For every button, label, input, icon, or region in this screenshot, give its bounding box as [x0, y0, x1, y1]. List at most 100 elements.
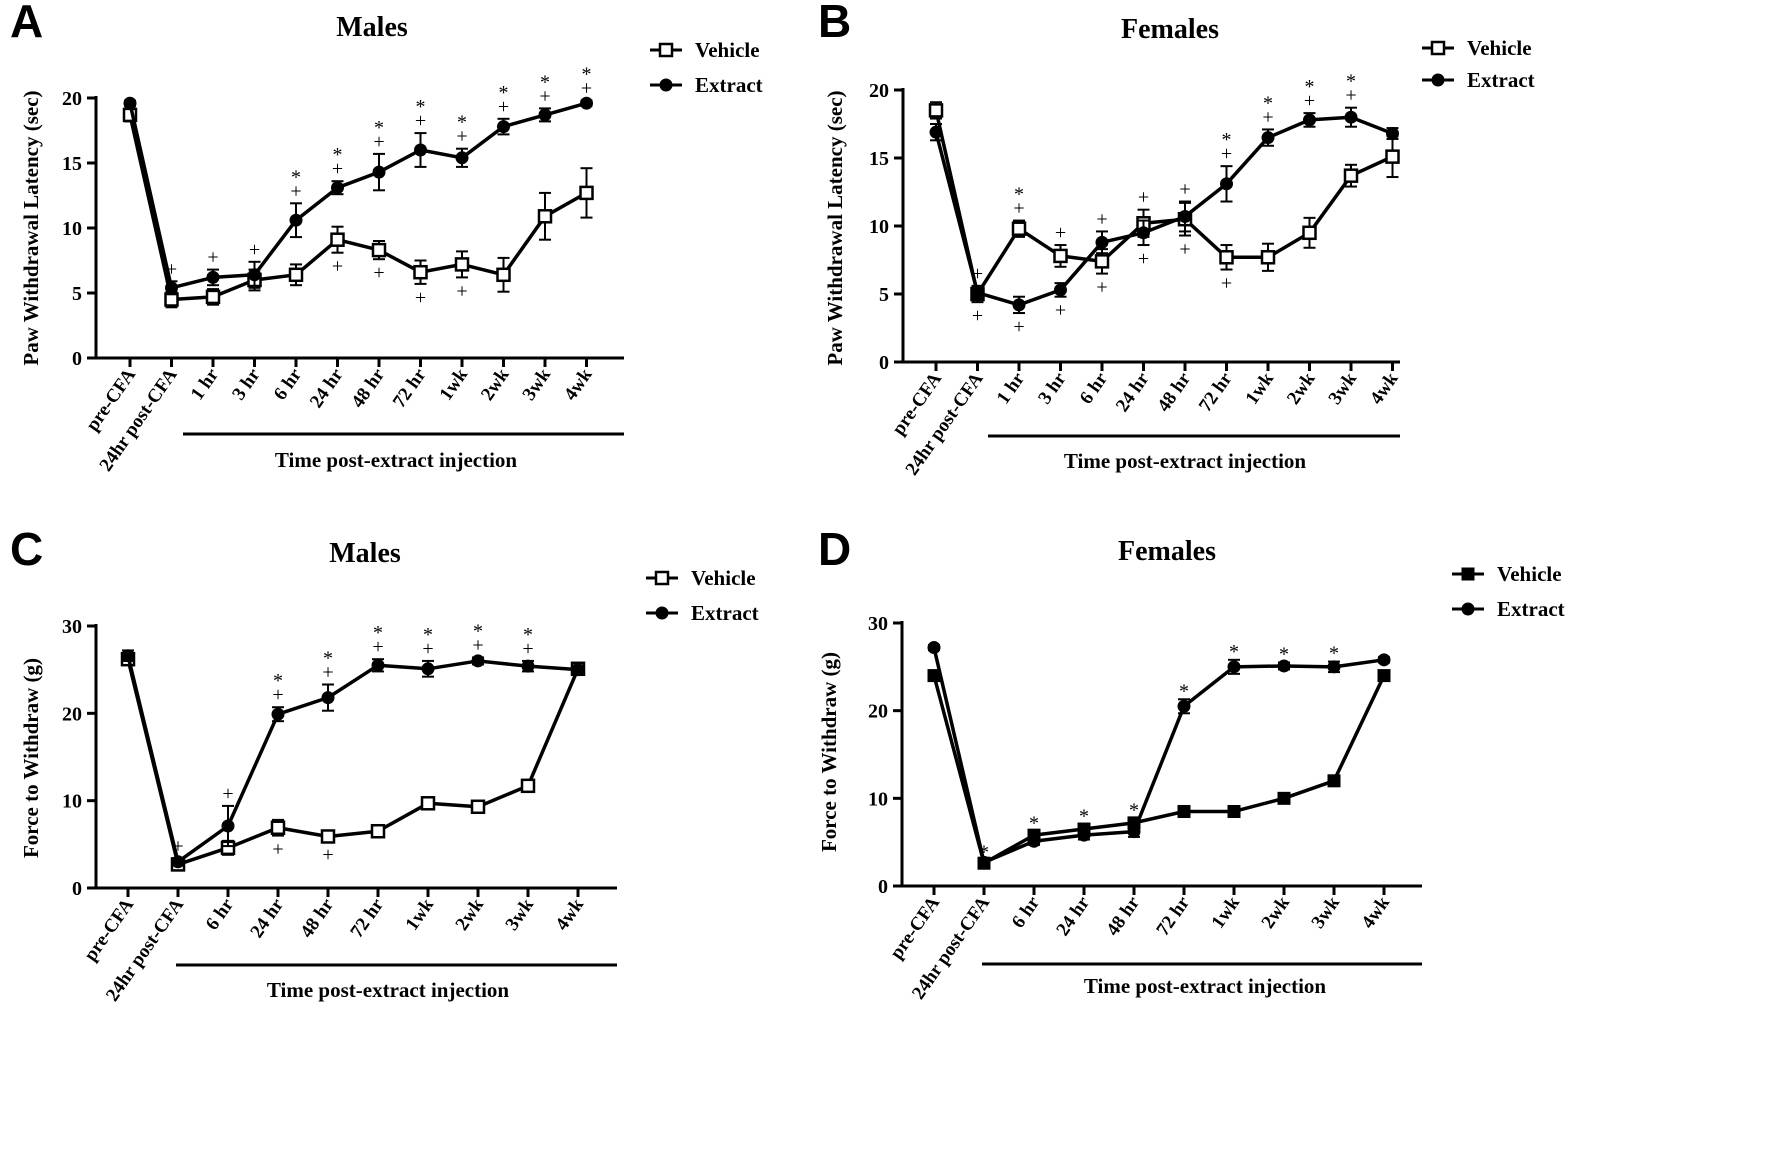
x-tick-label: 2wk: [452, 894, 489, 934]
data-point: [927, 641, 941, 655]
x-tick-label: 1 hr: [993, 368, 1030, 408]
significance-star: *: [1222, 129, 1232, 151]
panel-b: B Females 0 5 10 15 20 Paw Withdrawal Latency (…: [818, 0, 1535, 479]
significance-star: *: [499, 82, 509, 104]
significance-star: *: [273, 670, 283, 692]
data-point: [330, 232, 345, 247]
y-axis-label: Paw Withdrawal Latency (sec): [823, 90, 847, 365]
data-point: [1343, 168, 1359, 183]
significance-star: *: [1179, 680, 1189, 702]
significance-plus: +: [1138, 248, 1149, 270]
y-axis-label: Force to Withdraw (g): [817, 652, 841, 852]
x-tick-label: 1 hr: [187, 364, 224, 404]
data-point: [977, 855, 991, 869]
significance-star: *: [416, 96, 426, 118]
significance-star: *: [1329, 643, 1339, 665]
significance-star: *: [1014, 184, 1024, 206]
series-line: [126, 655, 579, 864]
data-point: [1302, 225, 1317, 241]
data-point: [928, 103, 944, 118]
series-extract: [927, 641, 1391, 869]
panel-letter: B: [818, 0, 851, 47]
x-tick-label: 1wk: [1242, 368, 1279, 408]
data-point: [520, 778, 536, 794]
significance-plus: +: [415, 110, 426, 132]
data-point: [270, 820, 286, 835]
data-point: [1177, 804, 1191, 818]
chart-title: Males: [329, 538, 401, 569]
significance-plus: +: [1221, 143, 1232, 165]
significance-star: *: [323, 648, 333, 670]
x-tick-label: 3 hr: [1034, 368, 1071, 408]
legend-label: Extract: [1497, 597, 1565, 621]
series-line: [932, 674, 1386, 865]
data-point: [1011, 221, 1027, 236]
data-point: [496, 267, 511, 283]
significance-star: *: [333, 144, 343, 166]
data-point: [123, 96, 137, 110]
x-tick-label: 2wk: [1283, 368, 1320, 408]
legend-label: Vehicle: [691, 566, 756, 590]
significance-star: *: [423, 624, 433, 646]
data-point: [470, 799, 486, 815]
significance-star: *: [582, 64, 592, 86]
legend-label: Vehicle: [1467, 36, 1532, 60]
x-tick-label: 48 hr: [1102, 892, 1144, 940]
significance-plus: +: [172, 835, 183, 857]
significance-plus: +: [972, 305, 983, 327]
series-line: [128, 101, 587, 290]
data-point: [521, 659, 535, 673]
x-tick-label: 48 hr: [347, 364, 389, 412]
legend-marker: [1431, 73, 1445, 87]
y-tick-label: 10: [62, 218, 82, 240]
data-point: [1094, 254, 1110, 269]
data-point: [1386, 127, 1399, 141]
data-point: [421, 662, 435, 676]
significance-plus: +: [472, 634, 483, 656]
significance-plus: +: [972, 263, 983, 285]
data-point: [971, 286, 984, 300]
x-tick-label: 4wk: [1366, 368, 1403, 408]
series-line: [126, 658, 580, 867]
y-tick-label: 20: [62, 703, 82, 725]
data-point: [1054, 283, 1067, 297]
significance-plus: +: [272, 684, 283, 706]
panel-letter: C: [10, 523, 43, 575]
data-point: [1261, 131, 1275, 145]
significance-plus: +: [539, 85, 550, 107]
y-tick-label: 20: [869, 80, 889, 102]
significance-plus: +: [1304, 90, 1315, 112]
legend-label: Extract: [1467, 68, 1535, 92]
x-tick-label: 2wk: [1258, 892, 1295, 932]
legend-label: Vehicle: [695, 38, 760, 62]
x-tick-label: 24 hr: [246, 894, 288, 942]
significance-star: *: [291, 166, 301, 188]
data-point: [289, 213, 303, 227]
y-tick-label: 15: [62, 153, 82, 175]
significance-plus: +: [1096, 277, 1107, 299]
data-point: [171, 855, 185, 869]
data-point: [165, 281, 178, 295]
series-line: [128, 114, 588, 302]
legend-marker: [655, 606, 669, 620]
x-tick-label: 48 hr: [296, 894, 338, 942]
x-tick-label: 48 hr: [1153, 368, 1195, 416]
x-tick-label: 1wk: [1208, 892, 1245, 932]
significance-plus: +: [415, 287, 426, 309]
data-point: [1260, 250, 1276, 265]
x-tick-label: 4wk: [552, 894, 589, 934]
significance-plus: +: [456, 280, 467, 302]
significance-plus: +: [372, 636, 383, 658]
significance-plus: +: [1179, 239, 1190, 261]
significance-plus: +: [522, 638, 533, 660]
significance-star: *: [1305, 76, 1315, 98]
significance-star: *: [1229, 641, 1239, 663]
significance-plus: +: [581, 78, 592, 100]
significance-star: *: [374, 117, 384, 139]
series-vehicle: [122, 107, 594, 309]
significance-star: *: [979, 842, 989, 864]
data-point: [1385, 149, 1400, 164]
data-point: [1227, 660, 1241, 674]
significance-plus: +: [456, 126, 467, 148]
data-point: [580, 96, 593, 110]
